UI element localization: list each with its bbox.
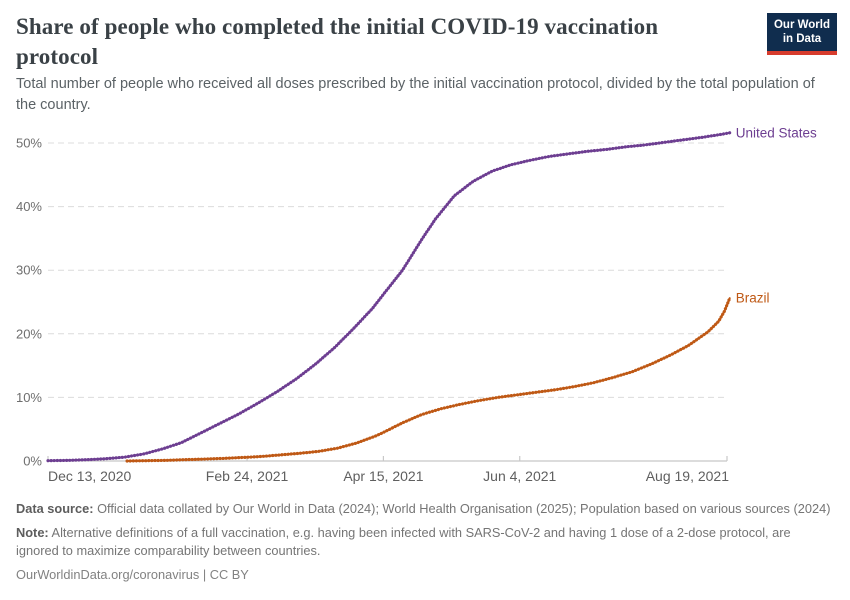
y-tick-label-10: 10% <box>16 390 42 405</box>
line-dots-brazil <box>125 296 732 463</box>
owid-logo-line1: Our World <box>773 19 830 31</box>
y-tick-label-50: 50% <box>16 136 42 151</box>
series-label-united-states[interactable]: United States <box>736 125 817 140</box>
chart-subtitle: Total number of people who received all … <box>16 76 815 114</box>
credit-license: CC BY <box>209 566 249 582</box>
page-title: Share of people who completed the initia… <box>16 14 659 69</box>
x-tick-label-0: Dec 13, 2020 <box>48 468 131 484</box>
chart-footer: Data source: Official data collated by O… <box>16 500 834 590</box>
owid-logo[interactable]: Our World in Data <box>767 13 837 55</box>
x-tick-label-4: Aug 19, 2021 <box>646 468 730 484</box>
credit-separator: | <box>199 566 210 582</box>
data-source-line: Data source: Official data collated by O… <box>16 500 834 518</box>
note-line: Note: Alternative definitions of a full … <box>16 524 834 560</box>
line-dots-united-states <box>46 131 732 463</box>
note-label: Note: <box>16 524 49 540</box>
line-brazil[interactable] <box>126 297 731 462</box>
owid-logo-line2: in Data <box>782 33 822 46</box>
x-tick-label-1: Feb 24, 2021 <box>206 468 289 484</box>
y-tick-label-20: 20% <box>16 326 42 341</box>
credit-line: OurWorldinData.org/coronavirus | CC BY <box>16 566 834 584</box>
data-source-label: Data source: <box>16 501 94 516</box>
line-united-states[interactable] <box>47 131 731 462</box>
series-label-brazil[interactable]: Brazil <box>736 291 770 306</box>
x-tick-label-2: Apr 15, 2021 <box>343 468 423 484</box>
chart-canvas[interactable]: 0% 10% 20% 30% 40% 50% Dec 13, 2020 Feb 24, 202… <box>0 112 850 497</box>
y-tick-label-0: 0% <box>23 454 42 469</box>
data-source-text: Official data collated by Our World in D… <box>93 501 831 516</box>
note-text: Alternative definitions of a full vaccin… <box>16 524 791 558</box>
y-tick-label-40: 40% <box>16 199 42 214</box>
credit-url-link[interactable]: OurWorldinData.org/coronavirus <box>16 566 200 582</box>
x-tick-label-3: Jun 4, 2021 <box>483 468 556 484</box>
y-tick-label-30: 30% <box>16 263 42 278</box>
